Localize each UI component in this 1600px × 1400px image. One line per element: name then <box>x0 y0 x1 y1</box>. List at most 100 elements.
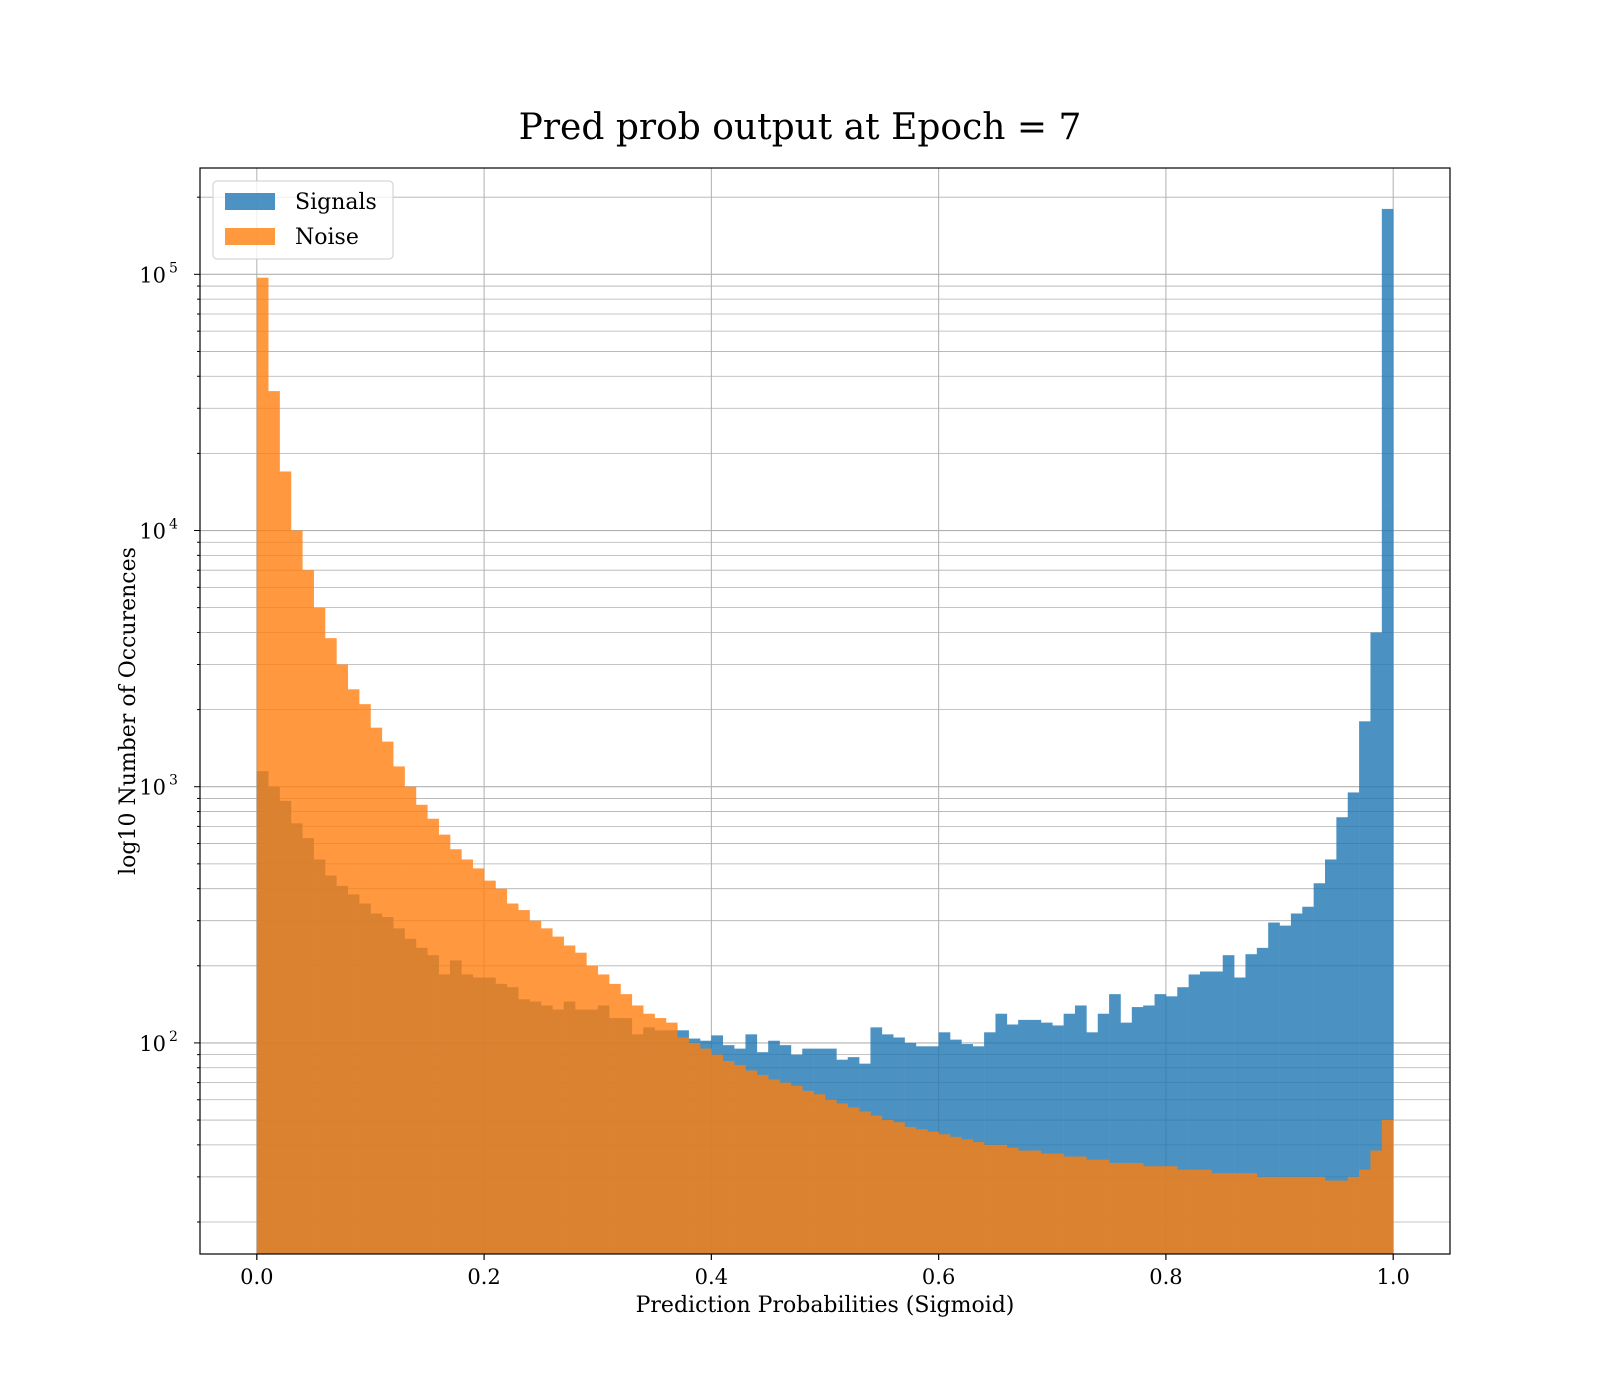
signals-bar <box>1256 947 1269 1254</box>
noise-bar <box>450 849 462 1254</box>
bars-layer <box>256 208 1394 1255</box>
noise-bar <box>1086 1159 1099 1254</box>
noise-bar <box>961 1139 974 1254</box>
noise-bar <box>1347 1176 1360 1254</box>
signals-bar <box>1109 994 1121 1254</box>
signals-bar <box>1347 792 1360 1254</box>
noise-bar <box>484 880 496 1254</box>
noise-bar <box>1381 1120 1394 1254</box>
noise-bar <box>734 1064 746 1254</box>
noise-bar <box>506 903 519 1254</box>
x-tick-label: 0.2 <box>467 1265 500 1289</box>
noise-bar <box>279 471 292 1254</box>
signals-bar <box>1177 987 1189 1254</box>
noise-bar <box>1075 1156 1087 1254</box>
y-tick-exponent: 5 <box>169 260 178 276</box>
noise-bar <box>1063 1156 1076 1254</box>
noise-bar <box>427 818 439 1254</box>
signals-bar <box>1370 632 1383 1254</box>
y-tick-exponent: 3 <box>169 773 178 789</box>
noise-bar <box>268 391 280 1254</box>
signals-bar <box>1381 208 1394 1255</box>
noise-bar <box>563 945 576 1254</box>
noise-bar <box>381 741 394 1254</box>
noise-bar <box>813 1094 826 1254</box>
y-tick-label: 10 <box>139 1032 166 1056</box>
noise-bar <box>779 1082 792 1254</box>
y-tick-exponent: 4 <box>169 517 178 533</box>
noise-bar <box>290 530 303 1254</box>
noise-bar <box>1154 1166 1167 1254</box>
noise-bar <box>370 727 383 1254</box>
noise-bar <box>643 1013 655 1254</box>
y-tick-exponent: 2 <box>169 1029 178 1045</box>
noise-bar <box>1018 1150 1030 1254</box>
noise-bar <box>415 804 428 1254</box>
x-tick-label: 1.0 <box>1376 1265 1409 1289</box>
plot-frame <box>199 167 1451 1255</box>
noise-bar <box>1268 1176 1280 1254</box>
noise-bar <box>609 983 621 1254</box>
noise-bar <box>631 1005 644 1254</box>
noise-bar <box>1290 1176 1303 1254</box>
legend-label-signals: Signals <box>295 190 377 215</box>
noise-bar <box>847 1107 860 1254</box>
noise-bar <box>1211 1173 1224 1254</box>
noise-bar <box>472 868 485 1254</box>
signals-bar <box>1086 1032 1099 1254</box>
noise-bar <box>1177 1169 1189 1254</box>
signals-bar <box>1313 883 1326 1254</box>
noise-bar <box>1109 1162 1121 1254</box>
noise-bar <box>1359 1169 1371 1254</box>
noise-bar <box>654 1018 667 1254</box>
noise-bar <box>1256 1176 1269 1254</box>
noise-bar <box>1370 1150 1383 1254</box>
noise-bar <box>1143 1166 1155 1254</box>
legend: Signals Noise <box>212 180 394 260</box>
noise-bar <box>495 888 508 1254</box>
noise-bar <box>825 1099 837 1254</box>
noise-bar <box>915 1129 928 1254</box>
noise-bar <box>359 704 371 1254</box>
noise-bar <box>927 1131 939 1254</box>
y-tick-label: 10 <box>139 263 166 287</box>
noise-bar <box>1097 1159 1110 1254</box>
legend-swatch-noise <box>225 228 275 245</box>
noise-bar <box>802 1090 814 1254</box>
signals-bar <box>1029 1019 1042 1254</box>
signals-bar <box>1006 1024 1019 1254</box>
signals-bar <box>1200 971 1212 1254</box>
legend-swatch-signals <box>225 193 275 210</box>
noise-bar <box>1006 1147 1019 1254</box>
noise-bar <box>336 664 349 1254</box>
signals-bar <box>1165 996 1178 1254</box>
noise-bar <box>1200 1169 1212 1254</box>
noise-bar <box>1120 1162 1133 1254</box>
noise-bar <box>995 1144 1008 1254</box>
legend-label-noise: Noise <box>295 225 359 250</box>
noise-bar <box>1052 1153 1064 1254</box>
noise-bar <box>404 786 417 1254</box>
noise-bar <box>904 1126 917 1254</box>
noise-bar <box>1188 1169 1201 1254</box>
y-tick-label: 10 <box>139 776 166 800</box>
noise-bar <box>575 952 587 1254</box>
noise-bar <box>325 638 337 1254</box>
signals-bar <box>1063 1013 1076 1254</box>
noise-bar <box>256 277 269 1254</box>
noise-bar <box>393 766 405 1254</box>
signals-bar <box>1120 1022 1133 1254</box>
signals-bar <box>1222 955 1235 1254</box>
noise-bar <box>768 1079 780 1254</box>
noise-bar <box>438 834 451 1254</box>
noise-bar <box>1313 1176 1326 1254</box>
noise-bar <box>1245 1173 1258 1254</box>
x-tick-label: 0.0 <box>240 1265 273 1289</box>
noise-bar <box>1302 1176 1314 1254</box>
noise-bar <box>461 859 474 1254</box>
noise-bar <box>540 928 553 1254</box>
signals-bar <box>1290 913 1303 1254</box>
y-tick-label: 10 <box>139 520 166 544</box>
noise-bar <box>745 1070 758 1254</box>
signals-bar <box>1075 1005 1087 1254</box>
